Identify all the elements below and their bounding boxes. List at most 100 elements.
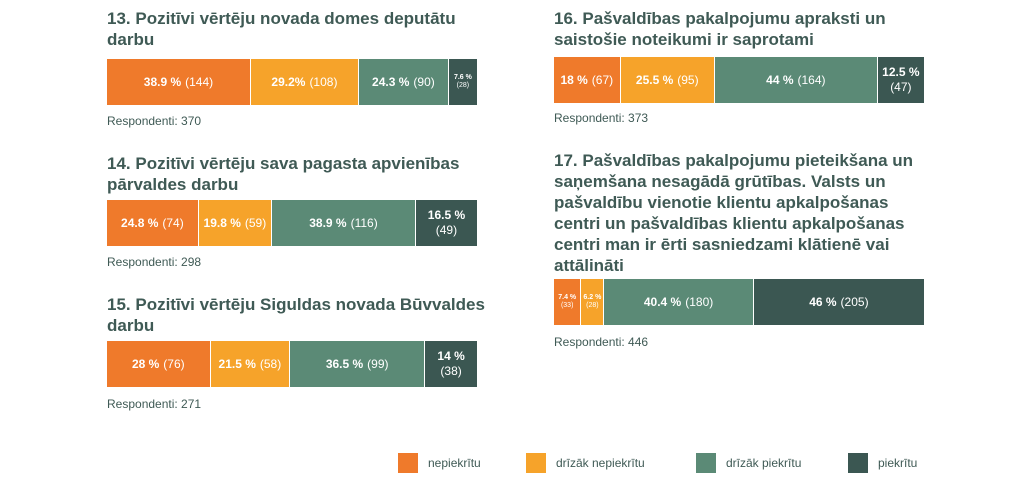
legend-item-drizak-nepiekritu: drīzāk nepiekrītu: [526, 453, 645, 473]
bar-segment-drizak-piekritu: 24.3 % (90): [358, 59, 449, 105]
chart-title: 15. Pozitīvi vērtēju Siguldas novada Būv…: [107, 295, 485, 335]
value-label: 28 %: [131, 356, 160, 371]
stacked-bar-15: 28 % (76) 21.5 % (58) 36.5 % (99) 14 % (38): [107, 341, 477, 387]
value-label: 44 %: [766, 72, 794, 87]
data-label: 7.6 % (28): [454, 74, 472, 90]
count-label: (28): [586, 302, 599, 309]
count-label: (99): [367, 356, 389, 371]
data-label: 18 % (67): [560, 73, 613, 88]
value-label: 21.5 %: [218, 356, 256, 371]
bar-segment-nepiekritu: 18 % (67): [554, 57, 621, 103]
legend-label: piekrītu: [878, 456, 918, 470]
chart-title: 14. Pozitīvi vērtēju sava pagasta apvien…: [107, 154, 460, 194]
data-label: 16.5 % (49): [416, 208, 477, 238]
value-label: 16.5 %: [427, 208, 466, 222]
value-label: 6.2 %: [583, 294, 602, 301]
count-label: (74): [162, 215, 184, 230]
data-label: 38.9 % (116): [309, 216, 377, 231]
value-label: 14 %: [437, 349, 465, 363]
data-label: 24.8 % (74): [121, 216, 184, 231]
respondents-count: Respondenti: 373: [554, 111, 649, 125]
value-label: 12.5 %: [882, 65, 920, 79]
bar-segment-piekritu: 16.5 % (49): [415, 200, 477, 246]
data-label: 38.9 % (144): [144, 75, 213, 90]
bar-segment-drizak-piekritu: 44 % (164): [714, 57, 878, 103]
data-label: 14 % (38): [425, 349, 477, 379]
count-label: (49): [435, 223, 458, 237]
data-label: 6.2 % (28): [583, 294, 601, 310]
value-label: 29.2%: [271, 74, 306, 89]
bar-segment-drizak-nepiekritu: 25.5 % (95): [620, 57, 715, 103]
value-label: 38.9 %: [309, 215, 347, 230]
stacked-bar-13: 38.9 % (144) 29.2% (108) 24.3 % (90) 7.6 % (28): [107, 59, 477, 105]
data-label: 44 % (164): [766, 73, 825, 88]
value-label: 24.8 %: [121, 215, 159, 230]
data-label: 36.5 % (99): [326, 357, 389, 372]
stacked-bar-14: 24.8 % (74) 19.8 % (59) 38.9 % (116) 16.5 % (49…: [107, 200, 477, 246]
data-label: 19.8 % (59): [204, 216, 267, 231]
data-label: 12.5 % (47): [878, 65, 924, 95]
data-label: 21.5 % (58): [219, 357, 282, 372]
chart-17: 17. Pašvaldības pakalpojumu pieteikšana …: [554, 150, 934, 276]
chart-title: 17. Pašvaldības pakalpojumu pieteikšana …: [554, 151, 914, 275]
legend-item-nepiekritu: nepiekrītu: [398, 453, 481, 473]
count-label: (95): [677, 72, 699, 87]
chart-title: 13. Pozitīvi vērtēju novada domes deputā…: [107, 9, 456, 49]
count-label: (144): [185, 74, 214, 89]
value-label: 7.4 %: [558, 294, 577, 301]
count-label: (108): [309, 74, 338, 89]
legend-label: drīzāk piekrītu: [726, 456, 802, 470]
data-label: 28 % (76): [132, 357, 185, 372]
legend: nepiekrītu drīzāk nepiekrītu drīzāk piek…: [0, 453, 1024, 473]
bar-segment-nepiekritu: 7.4 % (33): [554, 279, 582, 325]
count-label: (180): [685, 294, 714, 309]
legend-item-piekritu: piekrītu: [848, 453, 917, 473]
count-label: (164): [797, 72, 826, 87]
count-label: (38): [440, 364, 462, 378]
chart-15: 15. Pozitīvi vērtēju Siguldas novada Būv…: [107, 294, 487, 336]
count-label: (116): [350, 215, 378, 230]
respondents-count: Respondenti: 370: [107, 114, 202, 128]
value-label: 18 %: [560, 72, 588, 87]
bar-segment-drizak-nepiekritu: 29.2% (108): [250, 59, 359, 105]
chart-14: 14. Pozitīvi vērtēju sava pagasta apvien…: [107, 153, 487, 195]
legend-swatch: [696, 453, 716, 473]
value-label: 38.9 %: [143, 74, 182, 89]
bar-segment-drizak-piekritu: 38.9 % (116): [272, 200, 416, 246]
bar-segment-drizak-piekritu: 40.4 % (180): [604, 279, 754, 325]
count-label: (67): [591, 72, 614, 87]
respondents-count: Respondenti: 271: [107, 397, 202, 411]
respondents-count: Respondenti: 446: [554, 335, 649, 349]
count-label: (47): [890, 80, 912, 94]
legend-swatch: [848, 453, 868, 473]
count-label: (28): [456, 82, 470, 89]
data-label: 25.5 % (95): [636, 73, 699, 88]
value-label: 7.6 %: [453, 74, 472, 81]
legend-label: drīzāk nepiekrītu: [556, 456, 645, 470]
legend-swatch: [526, 453, 546, 473]
bar-segment-drizak-nepiekritu: 6.2 % (28): [581, 279, 605, 325]
count-label: (205): [840, 294, 869, 309]
chart-13: 13. Pozitīvi vērtēju novada domes deputā…: [107, 8, 487, 50]
count-label: (90): [413, 74, 435, 89]
count-label: (59): [244, 215, 267, 230]
value-label: 24.3 %: [372, 74, 410, 89]
bar-segment-nepiekritu: 38.9 % (144): [107, 59, 251, 105]
respondents-count: Respondenti: 298: [107, 255, 202, 269]
value-label: 36.5 %: [325, 356, 364, 371]
data-label: 40.4 % (180): [644, 295, 713, 310]
count-label: (58): [259, 356, 282, 371]
legend-swatch: [398, 453, 418, 473]
count-label: (33): [560, 302, 574, 309]
legend-item-drizak-piekritu: drīzāk piekrītu: [696, 453, 801, 473]
bar-segment-piekritu: 46 % (205): [753, 279, 924, 325]
chart-title: 16. Pašvaldības pakalpojumu apraksti un …: [554, 9, 886, 49]
value-label: 25.5 %: [635, 72, 674, 87]
legend-label: nepiekrītu: [428, 456, 481, 470]
value-label: 40.4 %: [643, 294, 682, 309]
bar-segment-drizak-nepiekritu: 19.8 % (59): [198, 200, 272, 246]
bar-segment-nepiekritu: 28 % (76): [107, 341, 211, 387]
data-label: 29.2% (108): [271, 75, 337, 90]
data-label: 46 % (205): [809, 295, 868, 310]
bar-segment-drizak-nepiekritu: 21.5 % (58): [210, 341, 291, 387]
